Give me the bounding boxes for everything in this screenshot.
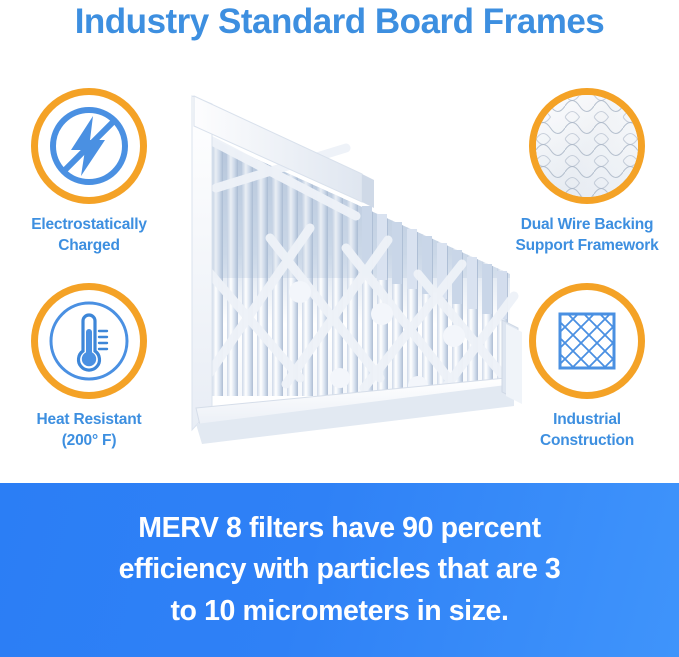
feature-heat-resistant: Heat Resistant (200° F): [4, 283, 174, 451]
feature-label-line2: Construction: [539, 431, 635, 449]
feature-label: Industrial Construction: [502, 410, 672, 451]
product-image-air-filter: [150, 78, 522, 478]
banner-line-3: to 10 micrometers in size.: [170, 594, 509, 627]
feature-electrostatically-charged: Electrostatically Charged: [4, 88, 174, 256]
banner-line-2: efficiency with particles that are 3: [118, 553, 561, 586]
feature-label-line2: Support Framework: [515, 236, 659, 254]
feature-label-line1: Electrostatically: [31, 216, 147, 233]
lightning-bolt-no-static-icon: [31, 88, 147, 204]
feature-dual-wire-backing: Dual Wire Backing Support Framework: [502, 88, 672, 256]
banner-line-1: MERV 8 filters have 90 percent: [138, 512, 541, 545]
feature-label-line2: Charged: [58, 236, 120, 254]
wire-mesh-texture: [536, 95, 638, 197]
feature-label-line1: Heat Resistant: [36, 411, 142, 428]
feature-label-line1: Dual Wire Backing: [520, 216, 654, 233]
efficiency-banner: MERV 8 filters have 90 percent efficienc…: [0, 483, 679, 657]
wire-mesh-photo-icon: [529, 88, 645, 204]
feature-industrial-construction: Industrial Construction: [502, 283, 672, 451]
lattice-grid-square-icon: [529, 283, 645, 399]
feature-label-line1: Industrial: [553, 411, 621, 428]
page-title: Industry Standard Board Frames: [74, 2, 605, 41]
feature-label-line2: (200° F): [61, 431, 117, 449]
feature-label: Electrostatically Charged: [4, 215, 174, 256]
feature-label: Dual Wire Backing Support Framework: [502, 215, 672, 256]
feature-label: Heat Resistant (200° F): [4, 410, 174, 451]
thermometer-icon: [31, 283, 147, 399]
